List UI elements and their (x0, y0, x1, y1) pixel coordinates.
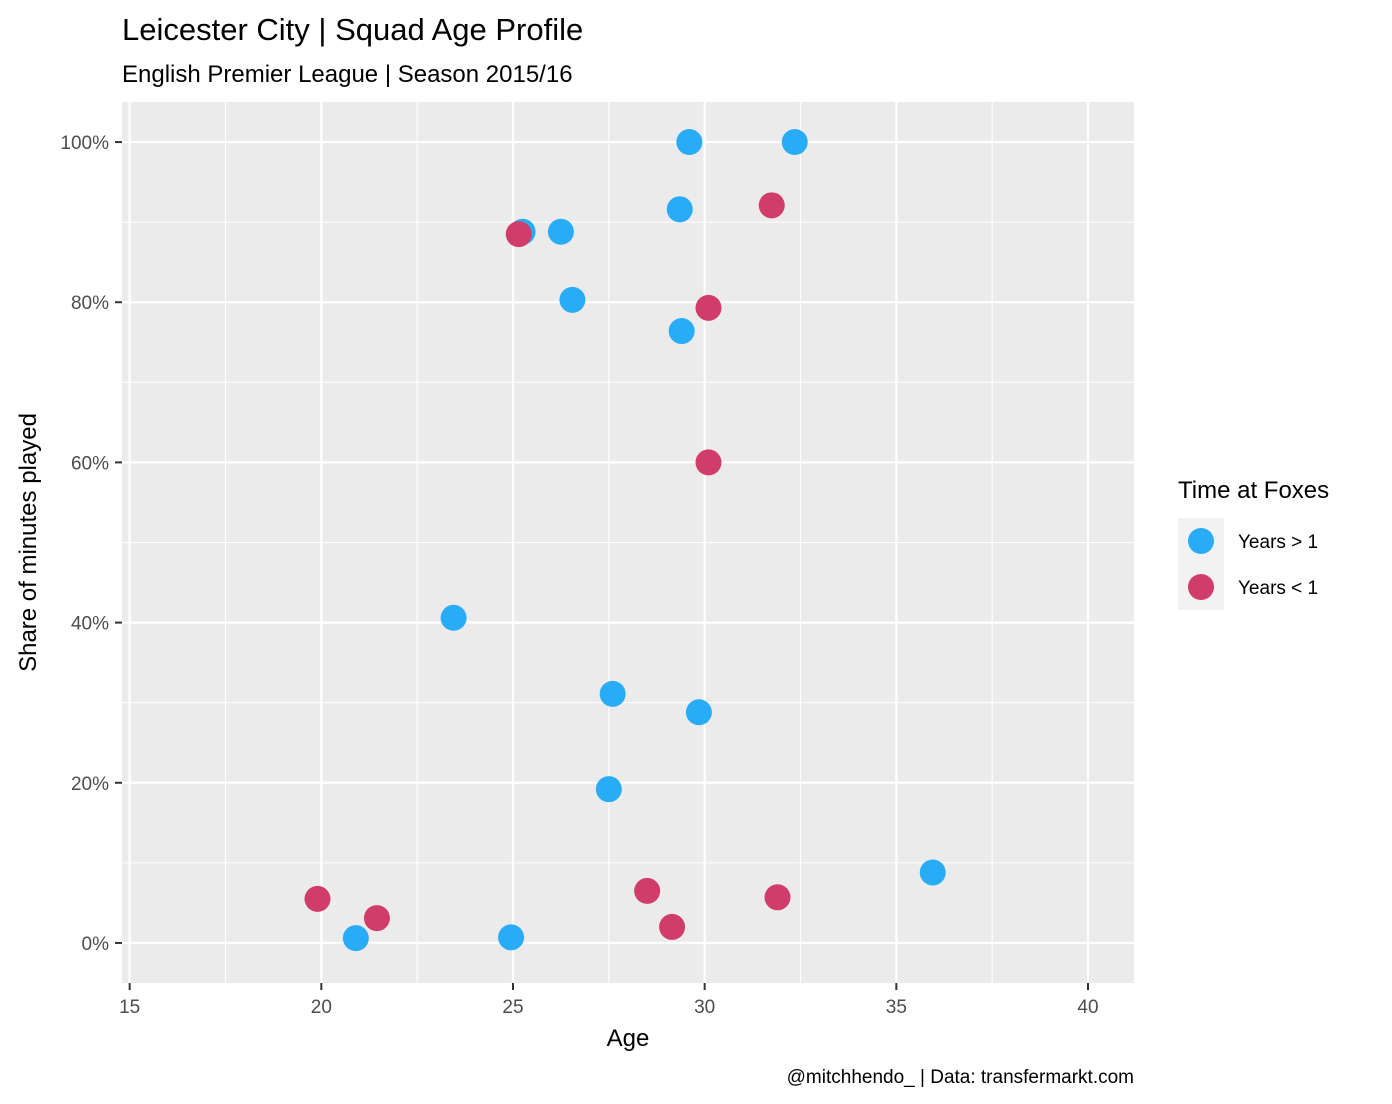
data-point-years-under-1 (764, 884, 791, 911)
y-axis-ticks: 0% 20% 40% 60% 80% 100% (60, 133, 122, 955)
data-point-years-under-1 (659, 913, 686, 940)
data-point-years-under-1 (363, 905, 390, 932)
y-tick-label: 100% (60, 133, 109, 154)
legend-title: Time at Foxes (1178, 477, 1329, 504)
y-tick-label: 40% (71, 614, 109, 635)
x-tick-label: 30 (694, 997, 715, 1018)
data-point-years-under-1 (634, 877, 661, 904)
data-point-years-over-1 (666, 196, 693, 223)
data-point-years-under-1 (505, 221, 532, 248)
data-point-years-under-1 (695, 294, 722, 321)
data-point-years-over-1 (685, 699, 712, 726)
data-point-years-over-1 (668, 318, 695, 345)
data-point-years-over-1 (676, 129, 703, 156)
x-axis-title: Age (607, 1025, 650, 1052)
y-tick-label: 60% (71, 453, 109, 474)
data-point-years-under-1 (695, 449, 722, 476)
gridlines (122, 102, 1134, 983)
data-point-years-over-1 (342, 925, 369, 952)
legend-label-years-under-1: Years < 1 (1238, 578, 1318, 599)
data-point-years-over-1 (919, 859, 946, 886)
data-point-years-over-1 (547, 218, 574, 245)
data-point-years-over-1 (440, 604, 467, 631)
data-point-years-over-1 (599, 680, 626, 707)
chart-subtitle: English Premier League | Season 2015/16 (122, 61, 573, 88)
x-tick-label: 20 (311, 997, 332, 1018)
data-point-years-under-1 (758, 192, 785, 219)
x-tick-label: 25 (502, 997, 523, 1018)
data-point-years-over-1 (498, 924, 525, 951)
chart-title: Leicester City | Squad Age Profile (122, 12, 583, 47)
x-tick-label: 40 (1077, 997, 1098, 1018)
data-point-years-under-1 (304, 885, 331, 912)
x-tick-label: 35 (886, 997, 907, 1018)
legend-label-years-over-1: Years > 1 (1238, 532, 1318, 553)
y-tick-label: 20% (71, 774, 109, 795)
y-tick-label: 0% (82, 934, 110, 955)
data-point-years-over-1 (781, 129, 808, 156)
data-point-years-over-1 (595, 776, 622, 803)
legend-key-years-over-1 (1188, 528, 1214, 554)
x-tick-label: 15 (119, 997, 140, 1018)
data-point-years-over-1 (559, 286, 586, 313)
chart-caption: @mitchhendo_ | Data: transfermarkt.com (787, 1067, 1134, 1088)
legend: Time at Foxes Years > 1 Years < 1 (1178, 477, 1329, 610)
x-axis-ticks: 15 20 25 30 35 40 (119, 983, 1099, 1018)
legend-key-years-under-1 (1188, 574, 1214, 600)
y-tick-label: 80% (71, 293, 109, 314)
data-points (304, 129, 946, 952)
y-axis-title: Share of minutes played (15, 413, 42, 672)
